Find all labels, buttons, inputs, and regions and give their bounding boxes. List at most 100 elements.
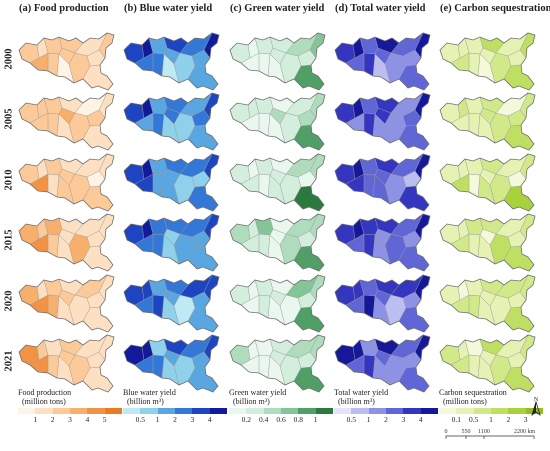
province-border — [384, 184, 391, 205]
choropleth-map — [334, 334, 431, 393]
province-area — [19, 285, 39, 305]
province-border — [279, 123, 286, 144]
province-border — [489, 63, 496, 84]
region-outline — [334, 274, 431, 333]
choropleth-map — [18, 274, 115, 333]
province-border — [390, 163, 400, 175]
map-total-2005 — [333, 86, 433, 152]
row-label-2000: 2000 — [1, 37, 17, 81]
province-border — [74, 112, 91, 140]
province-border — [309, 291, 317, 301]
province-area — [373, 54, 390, 83]
province-area — [230, 345, 250, 365]
province-area — [57, 54, 74, 83]
map-blue-2015 — [122, 207, 222, 273]
map-carbon-2020 — [438, 268, 538, 334]
province-border — [374, 174, 386, 186]
legend-title: Food production — [18, 388, 72, 397]
province-area — [48, 174, 59, 197]
province-border — [495, 344, 505, 356]
province-border — [285, 163, 295, 175]
province-area — [415, 214, 430, 239]
province-border — [374, 234, 386, 246]
province-area — [415, 93, 430, 118]
region-outline — [123, 213, 220, 272]
province-area — [364, 53, 375, 76]
province-area — [83, 246, 113, 271]
province-border — [74, 52, 91, 80]
choropleth-map — [439, 153, 536, 212]
province-border — [374, 113, 386, 125]
province-border — [495, 173, 512, 201]
province-border — [414, 49, 422, 59]
province-border — [173, 305, 180, 326]
province-area — [469, 295, 480, 318]
region-outline — [334, 213, 431, 272]
choropleth-map — [229, 153, 326, 212]
province-area — [19, 103, 39, 123]
province-area — [83, 125, 113, 150]
province-border — [519, 351, 527, 361]
legend-total: Total water yield (billion m³) 0.5 1 2 3 4 — [334, 388, 438, 426]
province-border — [285, 354, 302, 382]
province-area — [465, 339, 483, 356]
province-area — [180, 214, 212, 237]
province-area — [440, 103, 460, 123]
province-border — [163, 113, 175, 125]
map-green-2000 — [228, 26, 328, 92]
province-area — [153, 174, 164, 197]
province-border — [405, 306, 417, 309]
province-area — [124, 164, 144, 184]
province-area — [180, 33, 212, 56]
province-area — [188, 125, 218, 150]
legend-swatch — [87, 408, 105, 414]
province-border — [89, 366, 101, 369]
province-area — [83, 367, 113, 392]
province-area — [204, 154, 219, 179]
province-area — [255, 218, 273, 235]
province-area — [469, 355, 480, 378]
province-area — [83, 65, 113, 90]
region-outline — [18, 334, 115, 393]
legend-tick-label: 0.6 — [276, 415, 286, 424]
choropleth-map — [18, 92, 115, 151]
province-area — [465, 158, 483, 175]
province-border — [390, 284, 400, 296]
province-area — [504, 186, 534, 211]
column-title-carbon: (e) Carbon sequestration — [440, 3, 550, 14]
legend-title: Total water yield — [334, 388, 389, 397]
province-area — [364, 355, 375, 378]
province-area — [153, 53, 164, 76]
map-food-2005 — [17, 86, 117, 152]
province-border — [179, 52, 196, 80]
province-area — [99, 33, 114, 58]
legend-tick-label: 3 — [190, 415, 195, 424]
province-area — [415, 335, 430, 360]
province-border — [179, 102, 189, 114]
province-area — [310, 275, 325, 300]
legend-swatch — [18, 408, 36, 414]
region-outline — [229, 213, 326, 272]
province-border — [89, 124, 101, 127]
province-border — [489, 184, 496, 205]
legend-tick-label: 0.8 — [293, 415, 304, 424]
province-border — [98, 170, 106, 180]
province-border — [89, 245, 101, 248]
province-border — [414, 109, 422, 119]
map-green-2005 — [228, 86, 328, 152]
province-border — [179, 163, 189, 175]
province-border — [495, 163, 505, 175]
column-title-blue: (b) Blue water yield — [124, 3, 213, 14]
map-carbon-2010 — [438, 147, 538, 213]
province-area — [124, 345, 144, 365]
province-area — [520, 214, 535, 239]
province-area — [268, 296, 285, 325]
province-border — [309, 351, 317, 361]
legend-tick-label: 1 — [489, 415, 493, 424]
province-border — [68, 184, 75, 205]
province-border — [179, 233, 196, 261]
province-border — [495, 233, 512, 261]
province-border — [173, 184, 180, 205]
province-area — [364, 234, 375, 257]
legend-ticks: 0.2 0.4 0.6 0.8 1 — [229, 415, 333, 424]
